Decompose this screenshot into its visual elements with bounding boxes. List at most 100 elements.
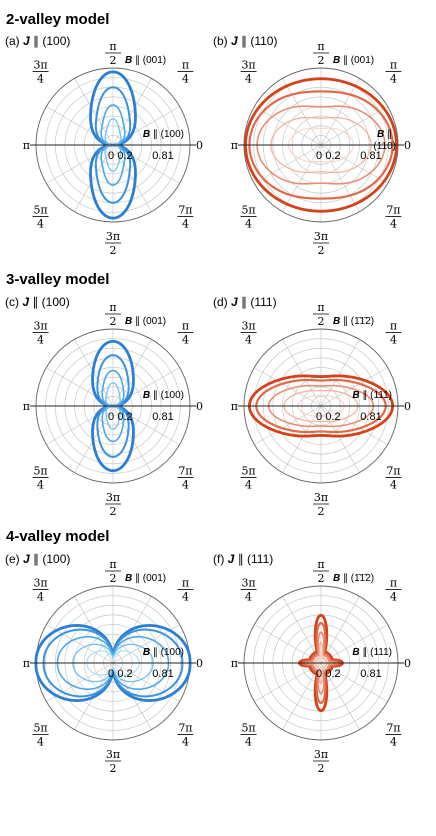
angle-label-num: π	[317, 40, 324, 53]
angle-label-den: 4	[182, 334, 189, 347]
angle-label-num: 7π	[386, 464, 400, 477]
current-symbol: J	[231, 34, 238, 48]
angle-label-num: π	[182, 320, 189, 333]
current-symbol: J	[23, 552, 30, 566]
grid-spoke	[254, 405, 322, 445]
grid-spoke	[320, 339, 360, 407]
angle-label-num: 7π	[386, 203, 400, 216]
angle-label-num: 3π	[241, 577, 255, 590]
angle-label: 0	[196, 400, 203, 413]
grid-spoke	[112, 405, 180, 445]
current-symbol: J	[228, 552, 235, 566]
angle-label-den: 4	[245, 73, 252, 86]
angle-label-den: 4	[182, 591, 189, 604]
angle-label-num: 5π	[241, 464, 255, 477]
radial-tick-label: 0.81	[152, 668, 173, 680]
radial-tick-label: 0.2	[325, 150, 340, 162]
section-title-4-valley: 4-valley model	[6, 528, 109, 545]
current-direction: ∥ (100)	[30, 34, 71, 48]
radial-tick-label: 0.2	[325, 411, 340, 423]
angle-label: 0	[404, 657, 411, 670]
angle-label-num: π	[182, 577, 189, 590]
b-top-label: B ∥ (1̄1̄2)	[333, 573, 374, 584]
current-direction: ∥ (100)	[30, 552, 71, 566]
radial-tick-label: 0	[316, 411, 322, 423]
angle-label-den: 2	[110, 244, 117, 257]
b-right-label: B ∥ (100)	[143, 647, 184, 658]
polar-panel-a: (a) J ∥ (100)0.2 0.8100π4π23π4π5π43π27π4B…	[5, 34, 203, 257]
polar-panel-e: (e) J ∥ (100)0.2 0.8100π4π23π4π5π43π27π4B…	[5, 552, 203, 775]
radial-tick-label: 0.2	[117, 150, 132, 162]
angle-label-num: 3π	[314, 230, 328, 243]
angle-label-den: 4	[245, 334, 252, 347]
angle-label-den: 4	[37, 217, 44, 230]
angle-label-den: 4	[182, 478, 189, 491]
angle-label-den: 2	[318, 244, 325, 257]
angle-label-den: 2	[110, 572, 117, 585]
angle-label-num: 7π	[386, 721, 400, 734]
angle-label-den: 4	[245, 478, 252, 491]
angle-label-num: 5π	[33, 464, 47, 477]
angle-label-den: 4	[390, 591, 397, 604]
angle-label: 0	[196, 139, 203, 152]
angle-label-den: 4	[245, 217, 252, 230]
panel-label: (e)	[5, 552, 23, 566]
angle-label-den: 2	[110, 315, 117, 328]
angle-label-num: 5π	[33, 721, 47, 734]
angle-label-den: 4	[37, 591, 44, 604]
angle-label-num: π	[317, 301, 324, 314]
grid-spoke	[254, 367, 322, 407]
b-top-label: B ∥ (001)	[333, 55, 374, 66]
angle-label-num: 5π	[33, 203, 47, 216]
radial-tick-label: 0.81	[360, 411, 381, 423]
angle-label-den: 2	[110, 762, 117, 775]
angle-label-den: 2	[110, 54, 117, 67]
polar-panels: (a) J ∥ (100)0.2 0.8100π4π23π4π5π43π27π4B…	[5, 34, 411, 775]
panel-title: (c) J ∥ (100)	[5, 295, 70, 309]
radial-tick-label: 0.2	[325, 668, 340, 680]
angle-label-den: 4	[37, 478, 44, 491]
angle-label-den: 4	[182, 73, 189, 86]
angle-label-num: 3π	[106, 230, 120, 243]
angle-label-den: 4	[390, 73, 397, 86]
angle-label-den: 4	[390, 735, 397, 748]
polar-panel-b: (b) J ∥ (110)0.2 0.8100π4π23π4π5π43π27π4B…	[213, 34, 411, 257]
angle-label-den: 4	[37, 735, 44, 748]
angle-label-num: 3π	[106, 491, 120, 504]
panel-label: (a)	[5, 34, 23, 48]
angle-label-den: 4	[182, 217, 189, 230]
section-title-2-valley: 2-valley model	[6, 11, 109, 28]
radial-tick-label: 0	[108, 668, 114, 680]
current-direction: ∥ (111)	[238, 295, 277, 309]
radial-tick-label: 0	[316, 150, 322, 162]
grid-spoke	[74, 144, 114, 212]
angle-label-den: 2	[110, 505, 117, 518]
angle-label-num: 5π	[241, 721, 255, 734]
grid-spoke	[282, 339, 322, 407]
grid-spoke	[320, 405, 388, 445]
panel-label: (c)	[5, 295, 22, 309]
panel-label: (d)	[213, 295, 231, 309]
panel-title: (d) J ∥ (111)	[213, 295, 277, 309]
angle-label-num: 3π	[33, 59, 47, 72]
polar-panel-d: (d) J ∥ (111)0.2 0.8100π4π23π4π5π43π27π4B…	[213, 295, 411, 518]
angle-label-num: 3π	[33, 577, 47, 590]
grid-spoke	[320, 144, 388, 184]
grid-spoke	[320, 144, 360, 212]
grid-spoke	[46, 367, 114, 407]
radial-tick-label: 0	[108, 150, 114, 162]
panel-title: (a) J ∥ (100)	[5, 34, 70, 48]
angle-label-num: π	[109, 558, 116, 571]
angle-label-num: 5π	[241, 203, 255, 216]
angle-label-num: π	[182, 59, 189, 72]
angle-label-den: 4	[37, 334, 44, 347]
angle-label-num: π	[109, 40, 116, 53]
angle-label: π	[231, 139, 238, 152]
grid-spoke	[282, 144, 322, 212]
angle-label-num: π	[390, 320, 397, 333]
radial-tick-label: 0.81	[152, 150, 173, 162]
radial-tick-label: 0.2	[117, 411, 132, 423]
angle-label-den: 2	[318, 762, 325, 775]
angle-label: π	[23, 657, 30, 670]
